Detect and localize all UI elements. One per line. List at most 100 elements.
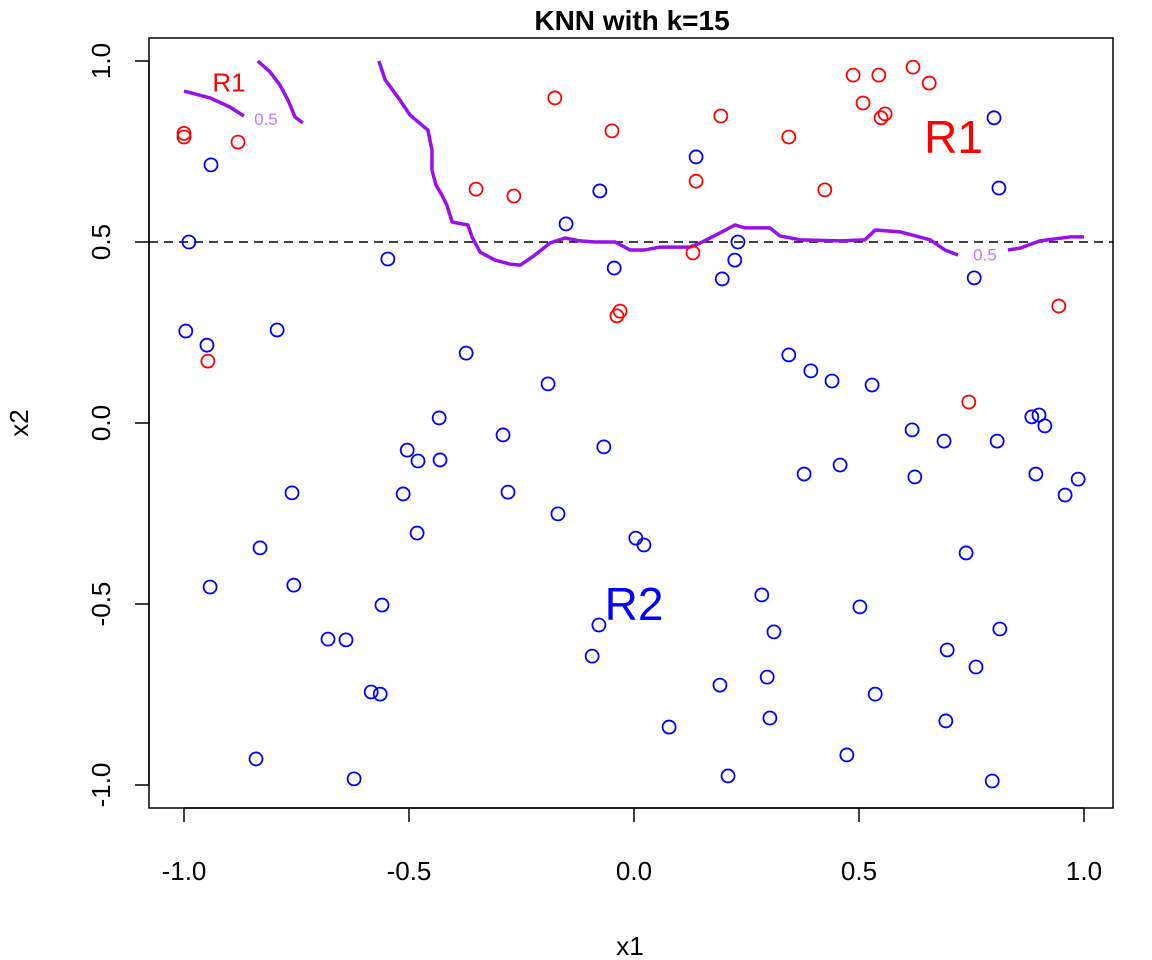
y-tick-label: -0.5 [86,582,116,627]
point-r2 [936,433,952,449]
point-r2 [712,677,728,693]
point-r1 [604,123,620,139]
point-r2 [984,773,1000,789]
point-r2 [458,345,474,361]
point-r2 [591,617,607,633]
point-r1 [1051,298,1067,314]
point-r2 [252,540,268,556]
point-r2 [839,747,855,763]
point-r2 [720,768,736,784]
point-r1 [873,110,889,126]
point-r2 [181,234,197,250]
point-r1 [547,90,563,106]
point-r1 [176,129,192,145]
point-r2 [320,631,336,647]
point-r2 [199,337,215,353]
point-r2 [992,621,1008,637]
point-r2 [338,632,354,648]
contour-label: 0.5 [973,246,997,265]
point-r2 [958,545,974,561]
point-r1 [921,75,937,91]
point-r1 [200,353,216,369]
x-tick-label: -0.5 [387,856,432,886]
point-r2 [688,149,704,165]
point-r2 [432,452,448,468]
point-r2 [991,180,1007,196]
point-r1 [781,129,797,145]
point-r2 [832,457,848,473]
point-r2 [284,485,300,501]
point-r1 [468,181,484,197]
point-r1 [176,125,192,141]
point-r1 [855,95,871,111]
point-r2 [374,597,390,613]
point-r2 [395,486,411,502]
x-tick-label: 0.0 [616,856,652,886]
y-tick-label: -1.0 [86,763,116,808]
point-r2 [431,410,447,426]
point-r2 [380,251,396,267]
point-r2 [1024,409,1040,425]
point-r2 [754,587,770,603]
x-tick-label: 0.5 [841,856,877,886]
point-r2 [966,270,982,286]
point-r2 [968,659,984,675]
point-r2 [661,719,677,735]
point-r2 [762,710,778,726]
point-r2 [500,484,516,500]
point-r2 [202,579,218,595]
point-r2 [781,347,797,363]
point-r2 [248,751,264,767]
decision-boundary: 0.5 0.5 [183,59,1084,267]
point-r2 [596,439,612,455]
point-r2 [867,686,883,702]
chart-title: KNN with k=15 [534,5,729,36]
y-tick-label: 0.0 [86,405,116,441]
point-r2 [907,469,923,485]
point-r2 [803,363,819,379]
point-r2 [286,577,302,593]
point-r2 [852,599,868,615]
region-label: R1 [212,68,245,98]
point-r2 [558,216,574,232]
point-r1 [845,67,861,83]
point-r2 [864,377,880,393]
point-r2 [592,183,608,199]
y-tick-label: 1.0 [86,43,116,79]
annotations: R1 R1 R2 [212,68,983,630]
point-r1 [230,134,246,150]
point-r1 [506,188,522,204]
point-r2 [939,642,955,658]
point-r2 [203,157,219,173]
y-axis-label: x2 [4,409,34,436]
point-r1 [817,182,833,198]
point-r2 [986,110,1002,126]
y-tick-label: 0.5 [86,224,116,260]
boundary-segment [1007,235,1084,252]
point-r1 [688,173,704,189]
point-r2 [989,433,1005,449]
point-r2 [399,442,415,458]
point-r2 [540,376,556,392]
point-r2 [178,323,194,339]
point-r2 [409,525,425,541]
point-r2 [824,373,840,389]
contour-label: 0.5 [254,110,278,129]
boundary-segment [377,60,959,267]
y-axis: -1.0 -0.5 0.0 0.5 1.0 [86,43,150,808]
point-r2 [796,466,812,482]
point-r1 [609,308,625,324]
point-r2 [550,506,566,522]
point-r2 [363,684,379,700]
point-r2 [628,530,644,546]
point-r1 [713,108,729,124]
point-r2 [584,648,600,664]
x-tick-label: 1.0 [1066,856,1102,886]
point-r2 [372,686,388,702]
boundary-segment [183,89,245,118]
point-r1 [961,394,977,410]
point-r2 [727,252,743,268]
point-r2 [1057,487,1073,503]
point-r2 [346,771,362,787]
